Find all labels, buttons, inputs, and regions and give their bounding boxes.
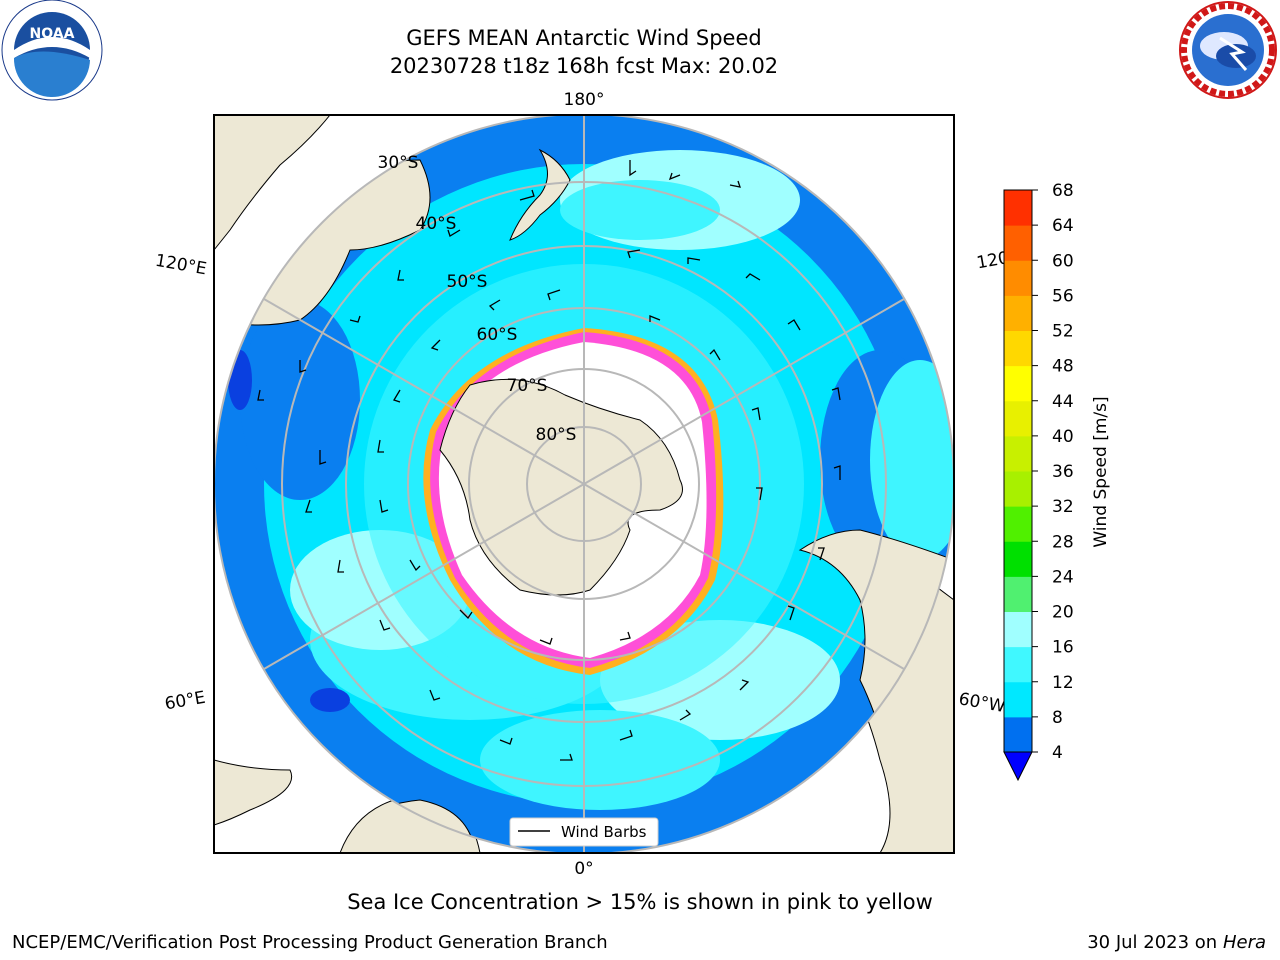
lon-label-60e: 60°E — [163, 688, 207, 715]
colorbar-tick-label: 48 — [1052, 357, 1074, 377]
colorbar-tick-label: 44 — [1052, 392, 1074, 412]
colorbar-band — [1004, 471, 1032, 507]
lat-label-60s: 60°S — [477, 325, 518, 345]
map-subtitle: 20230728 t18z 168h fcst Max: 20.02 — [389, 54, 779, 78]
noaa-logo-text: NOAA — [30, 26, 75, 42]
colorbar-tick-label: 4 — [1052, 743, 1063, 763]
colorbar-band — [1004, 330, 1032, 367]
colorbar-band — [1004, 541, 1032, 577]
lat-label-50s: 50°S — [447, 272, 488, 292]
colorbar-band — [1004, 611, 1032, 648]
colorbar-band — [1004, 576, 1032, 612]
colorbar-tick-label: 8 — [1052, 708, 1063, 728]
footer-right: 30 Jul 2023 on Hera — [1087, 932, 1266, 953]
map-title: GEFS MEAN Antarctic Wind Speed — [406, 26, 762, 50]
antarctica — [439, 378, 683, 596]
footer-host: Hera — [1222, 932, 1266, 953]
colorbar-tick-label: 36 — [1052, 462, 1074, 482]
colorbar-band — [1004, 716, 1032, 753]
lon-label-180: 180° — [564, 90, 605, 110]
colorbar-tick-label: 12 — [1052, 673, 1074, 693]
colorbar-under-arrow — [1003, 751, 1033, 782]
colorbar-band — [1004, 400, 1032, 437]
colorbar-tick-label: 24 — [1052, 567, 1074, 587]
colorbar-tick-label: 16 — [1052, 638, 1074, 658]
colorbar-tick-label: 32 — [1052, 497, 1074, 517]
lat-label-80s: 80°S — [536, 425, 577, 445]
colorbar-band — [1004, 365, 1032, 402]
colorbar-band — [1004, 295, 1032, 331]
colorbar-band — [1004, 190, 1032, 226]
lon-label-120e: 120°E — [154, 251, 208, 280]
nws-logo — [1179, 1, 1277, 99]
wind-barbs-legend: Wind Barbs — [509, 817, 659, 847]
wind-speed-field — [214, 115, 954, 853]
footer-left: NCEP/EMC/Verification Post Processing Pr… — [12, 932, 608, 953]
noaa-logo: NOAA — [1, 0, 103, 101]
lon-label-0: 0° — [574, 859, 593, 879]
colorbar-band — [1004, 260, 1032, 296]
footer-date: 30 Jul 2023 on — [1087, 932, 1223, 953]
colorbar-tick-label: 60 — [1052, 251, 1074, 271]
colorbar-tick-label: 52 — [1052, 322, 1074, 342]
colorbar-band — [1004, 681, 1032, 718]
legend-label: Wind Barbs — [561, 823, 647, 841]
colorbar-tick-label: 28 — [1052, 532, 1074, 552]
colorbar-tick-label: 56 — [1052, 286, 1074, 306]
colorbar-band — [1004, 435, 1032, 472]
lon-label-60w: 60°W — [957, 689, 1007, 717]
wind-barbs — [257, 160, 841, 761]
colorbar-tick-label: 20 — [1052, 603, 1074, 623]
graticule — [214, 115, 954, 853]
map-frame — [213, 114, 955, 854]
lat-label-40s: 40°S — [416, 214, 457, 234]
colorbar-band — [1004, 506, 1032, 542]
colorbar-band — [1004, 225, 1032, 261]
lat-label-70s: 70°S — [507, 376, 548, 396]
sea-ice-caption: Sea Ice Concentration > 15% is shown in … — [347, 890, 933, 914]
colorbar-band — [1004, 646, 1032, 683]
colorbar-tick-label: 64 — [1052, 216, 1074, 236]
colorbar-label: Wind Speed [m/s] — [1091, 396, 1111, 547]
colorbar-tick-label: 68 — [1052, 181, 1074, 201]
colorbar-tick-label: 40 — [1052, 427, 1074, 447]
lat-label-30s: 30°S — [378, 153, 419, 173]
